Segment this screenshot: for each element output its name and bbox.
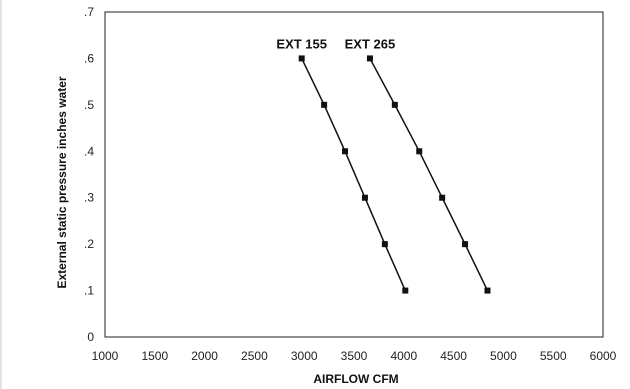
y-tick-label: .2 [84,237,94,251]
data-point-ext-155 [361,194,368,201]
data-point-ext-265 [462,241,469,248]
x-tick-label: 3000 [291,349,318,363]
x-tick-label: 4500 [440,349,467,363]
y-tick-label: .1 [84,284,94,298]
y-tick-label: .4 [84,144,94,158]
x-tick-label: 3500 [341,349,368,363]
x-tick-label: 6000 [590,349,617,363]
y-tick-label: 0 [87,330,94,344]
data-point-ext-155 [342,148,349,155]
x-tick-label: 5000 [490,349,517,363]
data-point-ext-155 [321,101,328,108]
data-point-ext-265 [416,148,423,155]
series-line-ext-265 [369,58,489,291]
y-axis-title: External static pressure inches water [55,76,69,288]
data-point-ext-155 [298,55,305,62]
data-point-ext-155 [402,287,409,294]
x-tick-label: 2000 [191,349,218,363]
series-layer: EXT 155 EXT 265 [276,36,491,294]
data-point-ext-265 [484,287,491,294]
x-tick-label: 5500 [540,349,567,363]
page-edge-divider [0,0,2,389]
series-label-ext-155: EXT 155 [276,36,327,51]
series-line-ext-155 [301,58,406,291]
plot-area-frame [104,11,604,338]
x-tick-label: 4000 [390,349,417,363]
x-axis-title: AIRFLOW CFM [313,372,398,386]
x-tick-label: 2500 [241,349,268,363]
data-point-ext-155 [381,241,388,248]
x-tick-label: 1500 [141,349,168,363]
y-tick-label: .6 [84,51,94,65]
x-tick-label: 1000 [92,349,119,363]
y-axis-ticks: 0 .1 .2 .3 .4 .5 .6 .7 [84,5,94,344]
y-tick-label: .5 [84,98,94,112]
y-tick-label: .7 [84,5,94,19]
data-point-ext-265 [391,101,398,108]
series-label-ext-265: EXT 265 [345,36,396,51]
data-point-ext-265 [366,55,373,62]
data-point-ext-265 [439,194,446,201]
y-tick-label: .3 [84,191,94,205]
x-axis-ticks: 1000 1500 2000 2500 3000 3500 4000 4500 5000 5500… [92,349,617,363]
